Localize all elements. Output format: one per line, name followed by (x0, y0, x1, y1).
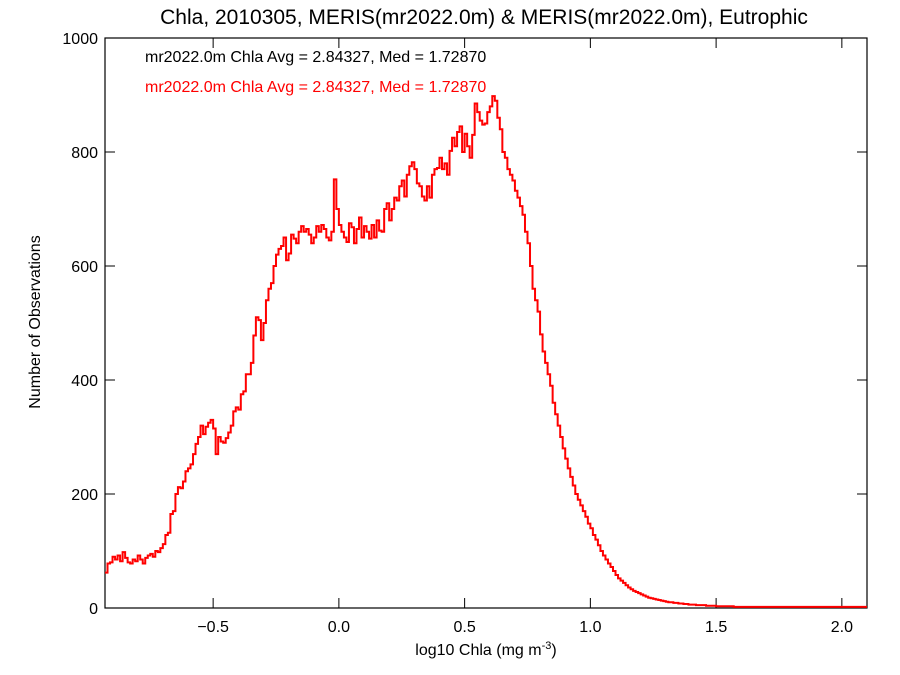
y-tick-label: 200 (71, 487, 98, 504)
x-tick-label: 0.0 (328, 619, 350, 636)
x-axis: −0.5 0.0 0.5 1.0 1.5 2.0 (197, 38, 853, 636)
x-tick-label: 2.0 (831, 619, 853, 636)
plot-frame (104, 37, 868, 609)
x-axis-label-superscript: -3 (542, 640, 552, 652)
x-tick-label: 1.0 (579, 619, 601, 636)
y-tick-label: 800 (71, 145, 98, 162)
chart-title: Chla, 2010305, MERIS(mr2022.0m) & MERIS(… (160, 6, 808, 29)
x-axis-label-prefix: log10 Chla (mg m (415, 642, 541, 659)
y-axis: 0 200 400 600 800 1000 (62, 31, 867, 618)
annotation-stats-red: mr2022.0m Chla Avg = 2.84327, Med = 1.72… (145, 79, 486, 96)
annotation-stats-black: mr2022.0m Chla Avg = 2.84327, Med = 1.72… (145, 49, 486, 66)
y-tick-label: 0 (89, 601, 98, 618)
y-tick-label: 600 (71, 259, 98, 276)
x-tick-label: −0.5 (197, 619, 229, 636)
y-axis-label: Number of Observations (27, 235, 44, 408)
x-axis-label: log10 Chla (mg m-3) (415, 640, 556, 659)
x-tick-label: 0.5 (453, 619, 475, 636)
y-tick-label: 400 (71, 373, 98, 390)
y-tick-label: 1000 (62, 31, 98, 48)
x-tick-label: 1.5 (705, 619, 727, 636)
histogram-series-line (105, 95, 867, 608)
x-axis-label-suffix: ) (551, 642, 556, 659)
